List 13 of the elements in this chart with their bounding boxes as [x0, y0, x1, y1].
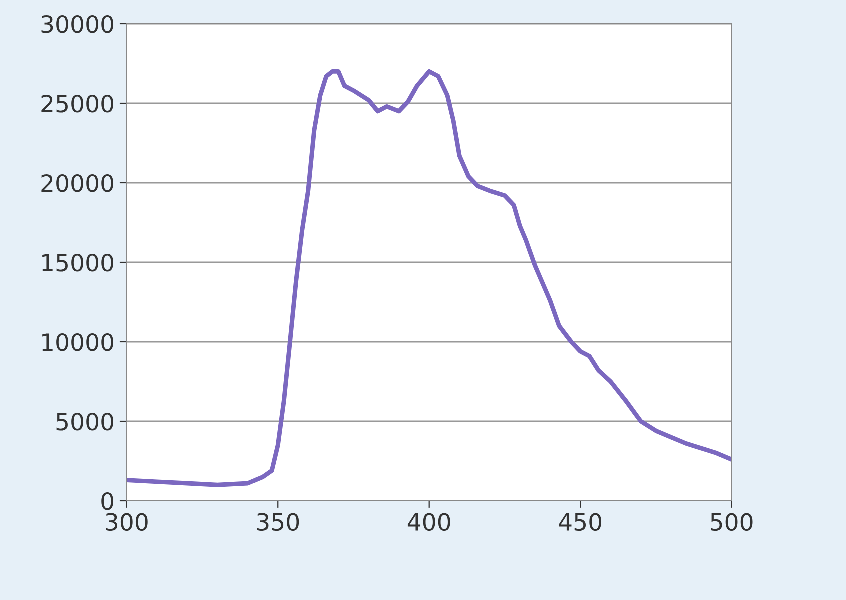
y-tick-label: 5000	[56, 412, 114, 431]
x-tick-label: 300	[106, 513, 148, 532]
y-tick-label: 30000	[42, 15, 114, 34]
x-tick-label: 500	[711, 513, 753, 532]
y-tick-label: 0	[102, 492, 114, 510]
x-tick-label: 400	[408, 513, 450, 532]
y-tick-label: 20000	[42, 174, 114, 192]
y-tick-label: 25000	[42, 94, 114, 113]
x-tick-label: 350	[257, 513, 300, 532]
line-series	[126, 69, 732, 488]
y-tick-label: 10000	[42, 333, 114, 352]
x-tick-label: 450	[559, 513, 602, 532]
y-tick-label: 15000	[42, 254, 114, 272]
